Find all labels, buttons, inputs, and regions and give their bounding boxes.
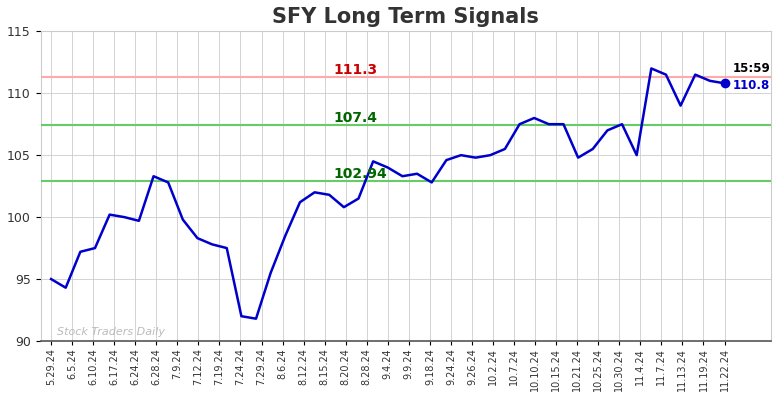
- Text: 107.4: 107.4: [334, 111, 378, 125]
- Text: 102.94: 102.94: [334, 167, 387, 181]
- Text: 110.8: 110.8: [733, 79, 770, 92]
- Text: Stock Traders Daily: Stock Traders Daily: [57, 327, 165, 337]
- Text: 111.3: 111.3: [334, 63, 378, 77]
- Text: 15:59: 15:59: [733, 62, 771, 75]
- Title: SFY Long Term Signals: SFY Long Term Signals: [272, 7, 539, 27]
